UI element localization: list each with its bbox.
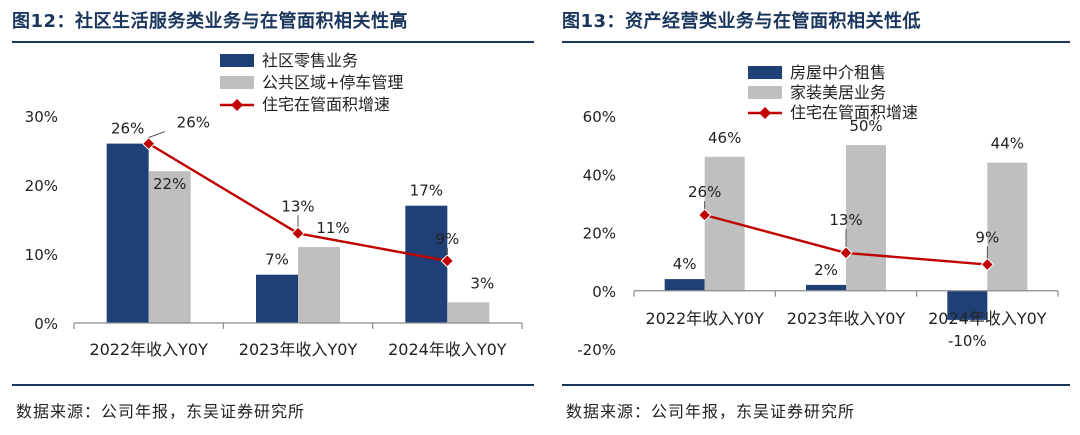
legend-label: 社区零售业务 bbox=[262, 51, 358, 70]
figure-13-title: 图13：资产经营类业务与在管面积相关性低 bbox=[562, 11, 922, 32]
figure-13-source: 数据来源：公司年报，东吴证券研究所 bbox=[566, 402, 856, 421]
bar-data-label: 22% bbox=[153, 175, 186, 193]
y-tick-label: 20% bbox=[25, 177, 58, 195]
y-tick-label: 30% bbox=[25, 108, 58, 126]
x-category-label: 2022年收入Y0Y bbox=[89, 340, 208, 359]
bar-primary bbox=[405, 205, 448, 323]
bar-data-label: 7% bbox=[265, 251, 289, 269]
bar-secondary bbox=[987, 162, 1028, 291]
x-category-label: 2023年收入Y0Y bbox=[239, 340, 358, 359]
line-data-label: 26% bbox=[688, 183, 721, 201]
bar-primary bbox=[256, 274, 298, 323]
bar-primary bbox=[947, 290, 988, 320]
line-point-marker bbox=[839, 246, 853, 260]
bar-secondary bbox=[298, 247, 340, 323]
legend-label: 住宅在管面积增速 bbox=[262, 95, 390, 114]
line-point-marker bbox=[980, 257, 995, 272]
figure-12-panel: 图12：社区生活服务类业务与在管面积相关性高 0% 10% 20% 30% 2022年收… bbox=[12, 0, 534, 435]
bar-data-label: 11% bbox=[316, 219, 349, 237]
y-tick-label: 10% bbox=[25, 246, 58, 264]
bar-data-label: 3% bbox=[470, 274, 494, 292]
line-data-label: 9% bbox=[435, 230, 459, 248]
bar-data-label: 26% bbox=[111, 120, 144, 138]
bar-data-label: 4% bbox=[673, 255, 697, 273]
bar-secondary bbox=[447, 302, 490, 323]
legend-label: 房屋中介租售 bbox=[790, 63, 886, 82]
bar-data-label: 17% bbox=[410, 182, 443, 200]
bar-primary bbox=[664, 279, 705, 291]
figure-13-chart: -20% 0% 20% 40% 60% 2022年收入Y0Y 2023年收入Y0Y 2024年… bbox=[577, 63, 1059, 359]
line-point-marker bbox=[141, 136, 156, 151]
figure-12-top-rule bbox=[12, 41, 534, 43]
figure-12-title: 图12：社区生活服务类业务与在管面积相关性高 bbox=[12, 11, 409, 32]
bar-secondary bbox=[846, 145, 886, 291]
bar-secondary bbox=[148, 171, 191, 323]
y-tick-label: 20% bbox=[583, 225, 616, 243]
y-tick-label: 60% bbox=[583, 108, 616, 126]
legend-swatch bbox=[748, 86, 782, 99]
line-data-label: 13% bbox=[829, 211, 862, 229]
y-tick-label: 40% bbox=[583, 166, 616, 184]
legend-swatch bbox=[748, 66, 782, 79]
figure-12-bottom-rule bbox=[12, 384, 534, 386]
figure-13-bottom-rule bbox=[562, 384, 1070, 386]
x-category-label: 2023年收入Y0Y bbox=[787, 309, 906, 328]
figure-12-chart: 0% 10% 20% 30% 2022年收入Y0Y 2023年收入Y0Y 2024年收入Y0… bbox=[25, 51, 523, 359]
bar-data-label: 44% bbox=[991, 135, 1024, 153]
legend-label: 公共区域+停车管理 bbox=[262, 73, 403, 92]
legend-label: 家装美居业务 bbox=[790, 83, 886, 102]
bar-data-label: 50% bbox=[849, 117, 882, 135]
line-data-label: 9% bbox=[975, 229, 999, 247]
line-data-label: 13% bbox=[281, 197, 314, 215]
figure-12-source: 数据来源：公司年报，东吴证券研究所 bbox=[16, 402, 306, 421]
figure-13-top-rule bbox=[562, 41, 1070, 43]
x-category-label: 2024年收入Y0Y bbox=[388, 340, 507, 359]
legend-swatch bbox=[220, 76, 254, 89]
bar-primary bbox=[106, 143, 149, 323]
y-tick-label: 0% bbox=[592, 283, 616, 301]
x-category-label: 2022年收入Y0Y bbox=[645, 309, 764, 328]
line-point-marker bbox=[697, 208, 712, 222]
y-tick-label: -20% bbox=[577, 341, 616, 359]
legend-marker bbox=[231, 99, 243, 111]
legend-label: 住宅在管面积增速 bbox=[790, 103, 918, 122]
bar-primary bbox=[806, 284, 846, 291]
y-tick-label: 0% bbox=[34, 315, 58, 333]
line-point-marker bbox=[291, 226, 305, 241]
bar-data-label: -10% bbox=[948, 332, 987, 350]
legend-marker bbox=[759, 107, 771, 119]
figure-13-panel: 图13：资产经营类业务与在管面积相关性低 -20% 0% 20% 40% 60% 2022… bbox=[562, 0, 1070, 435]
line-point-marker bbox=[440, 254, 455, 268]
x-category-label: 2024年收入Y0Y bbox=[928, 309, 1047, 328]
legend-swatch bbox=[220, 54, 254, 67]
line-label-leader bbox=[148, 131, 165, 139]
bar-data-label: 2% bbox=[814, 261, 838, 279]
bar-data-label: 46% bbox=[708, 129, 741, 147]
line-data-label: 26% bbox=[177, 114, 210, 132]
